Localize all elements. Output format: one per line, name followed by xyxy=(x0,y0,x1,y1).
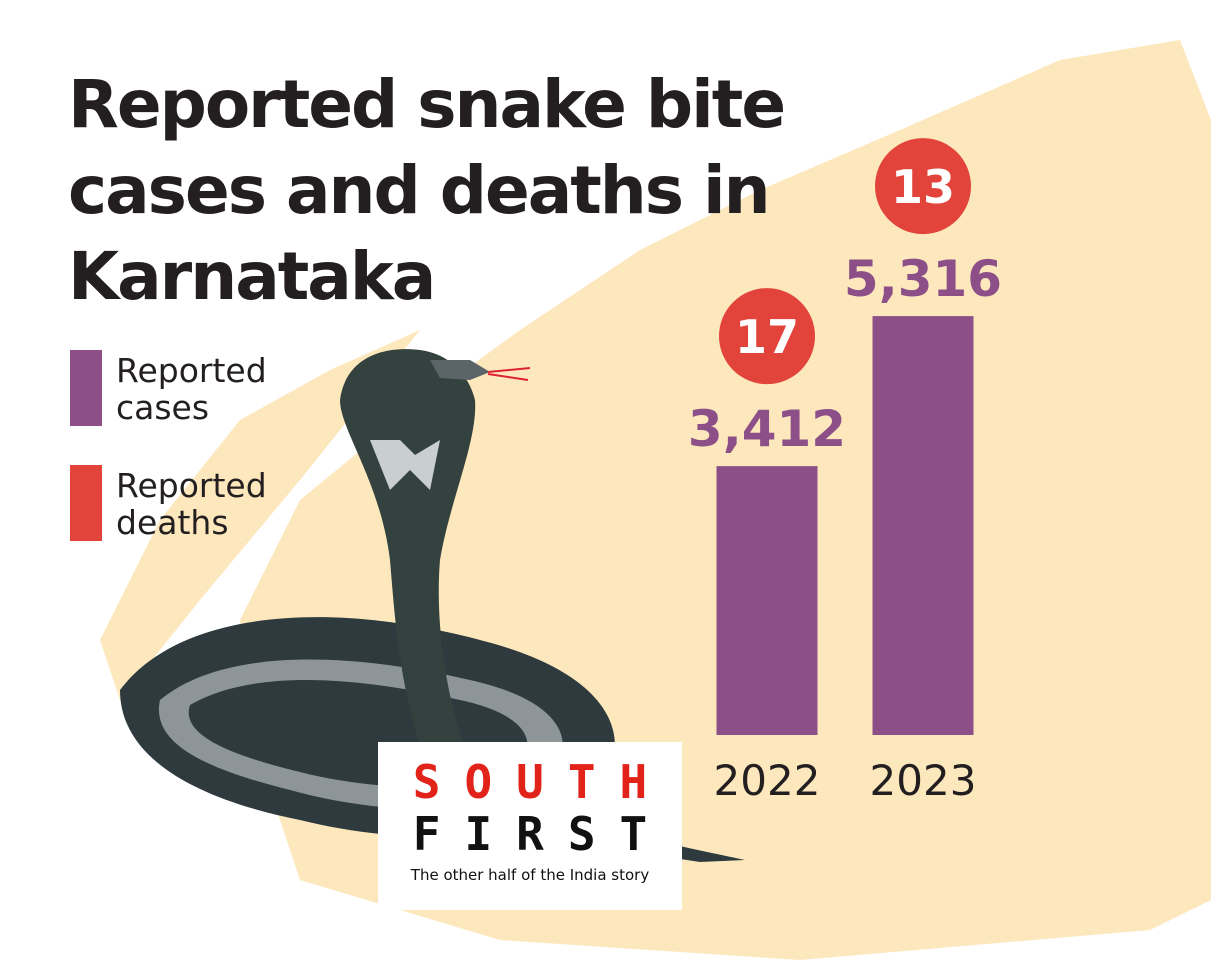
bar xyxy=(872,316,974,735)
legend-item: Reported cases xyxy=(70,350,296,426)
legend-swatch xyxy=(70,465,102,541)
x-tick-label: 2023 xyxy=(870,756,977,805)
bar xyxy=(716,466,818,735)
legend-label: Reported deaths xyxy=(116,466,267,542)
legend-swatch xyxy=(70,350,102,426)
death-marker xyxy=(719,288,815,385)
logo-line: SOUTH xyxy=(412,755,672,809)
value-label: 5,316 xyxy=(844,250,1002,308)
logo-line: FIRST xyxy=(412,807,672,861)
death-label: 13 xyxy=(891,160,955,214)
x-tick-label: 2022 xyxy=(714,756,821,805)
value-label: 3,412 xyxy=(688,400,846,458)
logo: SOUTH FIRST The other half of the India … xyxy=(378,742,682,910)
brush-stroke xyxy=(100,330,420,700)
chart-title: Reported snake bite cases and deaths in … xyxy=(68,66,786,315)
death-marker xyxy=(875,138,971,235)
death-label: 17 xyxy=(735,310,799,364)
legend-item: Reported deaths xyxy=(70,465,296,541)
logo-tagline: The other half of the India story xyxy=(410,866,650,884)
legend-label: Reported cases xyxy=(116,351,267,427)
